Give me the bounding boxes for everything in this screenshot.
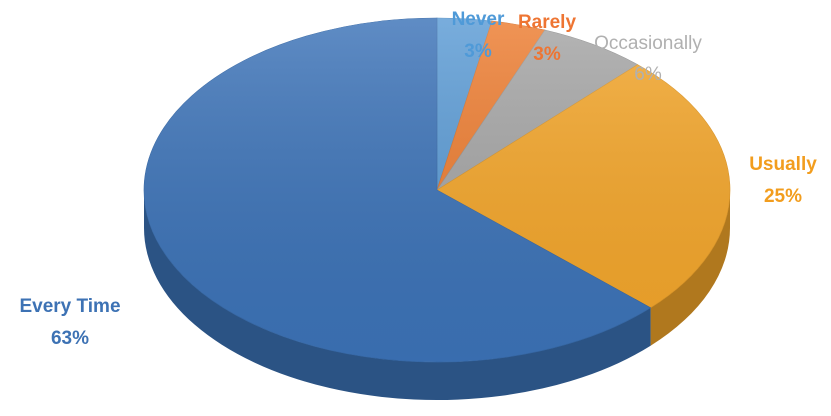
label-never: Never	[452, 9, 505, 30]
value-label-occasionally: 6%	[634, 64, 662, 85]
label-occasionally: Occasionally	[594, 33, 702, 54]
value-label-rarely: 3%	[533, 44, 561, 65]
value-label-every-time: 63%	[51, 328, 89, 349]
label-rarely: Rarely	[518, 12, 577, 33]
pie-side-every-time	[143, 190, 651, 400]
label-usually: Usually	[749, 154, 817, 175]
pie-top-shine	[144, 18, 730, 362]
pie-top	[143, 17, 731, 363]
label-every-time: Every Time	[19, 296, 120, 317]
pie-sides	[143, 190, 730, 400]
value-label-usually: 25%	[764, 186, 802, 207]
pie-labels: Never 3% Rarely 3% Occasionally 6% Usually 25% E…	[19, 9, 817, 349]
pie-side-usually	[650, 190, 730, 346]
value-label-never: 3%	[464, 41, 492, 62]
